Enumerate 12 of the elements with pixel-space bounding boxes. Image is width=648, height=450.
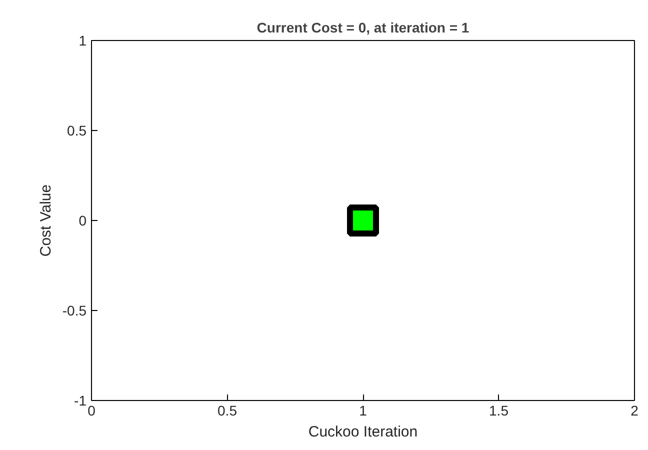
y-tick-label: 0 <box>78 212 87 228</box>
y-axis-title: Cost Value <box>37 184 54 257</box>
y-tick-label: -0.5 <box>62 302 87 318</box>
x-axis-title: Cuckoo Iteration <box>308 424 418 440</box>
x-tick-label: 1 <box>359 402 368 418</box>
x-tick-label: 0.5 <box>218 402 238 418</box>
x-tick-label: 1.5 <box>489 402 509 418</box>
y-tick-label: 1 <box>78 32 87 48</box>
x-tick-label: 2 <box>630 402 639 418</box>
chart-title: Current Cost = 0, at iteration = 1 <box>256 20 470 36</box>
y-tick-label: -1 <box>74 392 87 408</box>
y-tick-label: 0.5 <box>67 122 87 138</box>
